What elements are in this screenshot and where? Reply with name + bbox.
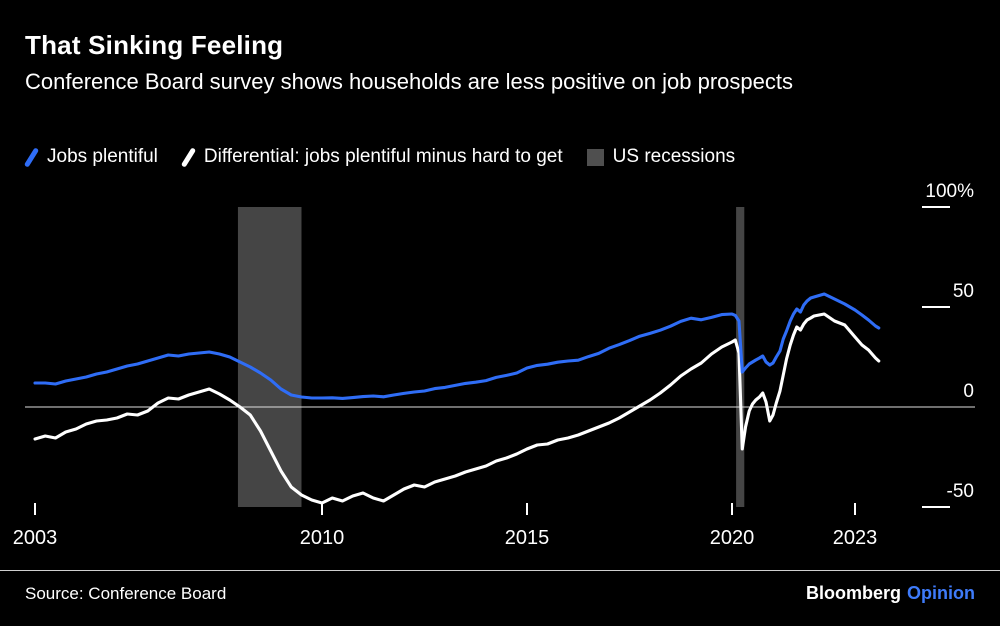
y-axis-label: 0: [963, 381, 974, 402]
x-axis-label: 2003: [13, 527, 58, 549]
y-axis-label: -50: [947, 481, 974, 502]
legend: Jobs plentiful Differential: jobs plenti…: [23, 146, 736, 168]
legend-item-jobs-plentiful: Jobs plentiful: [23, 146, 158, 168]
legend-item-differential: Differential: jobs plentiful minus hard …: [180, 146, 563, 168]
logo-opinion-text: Opinion: [907, 583, 975, 603]
blue-line-swatch-icon: [23, 146, 40, 168]
legend-item-us-recessions: US recessions: [586, 146, 736, 168]
legend-label-jobs-plentiful: Jobs plentiful: [47, 146, 158, 167]
y-axis-label: 100%: [925, 181, 974, 202]
legend-label-us-recessions: US recessions: [612, 146, 736, 167]
recession-band-swatch-icon: [586, 148, 604, 166]
series-line-jobs-plentiful: [33, 292, 881, 400]
source-note: Source: Conference Board: [25, 584, 227, 603]
white-line-swatch-icon: [180, 146, 197, 168]
x-axis-label: 2020: [710, 527, 755, 549]
line-chart: 100% 50 0 -50 2003 2010 2015 2020 2023: [13, 181, 975, 549]
series-line-differential: [33, 312, 881, 505]
legend-label-differential: Differential: jobs plentiful minus hard …: [203, 146, 563, 167]
x-axis-label: 2023: [833, 527, 878, 549]
x-axis-label: 2010: [300, 527, 345, 549]
chart-subtitle: Conference Board survey shows households…: [25, 69, 793, 94]
x-axis-label: 2015: [505, 527, 550, 549]
bloomberg-opinion-logo: Bloomberg Opinion: [806, 583, 975, 604]
chart-title: That Sinking Feeling: [25, 30, 284, 60]
footer-divider: [0, 570, 1000, 571]
recession-band: [237, 207, 302, 507]
logo-bloomberg-text: Bloomberg: [806, 583, 902, 603]
y-axis-label: 50: [953, 281, 974, 302]
